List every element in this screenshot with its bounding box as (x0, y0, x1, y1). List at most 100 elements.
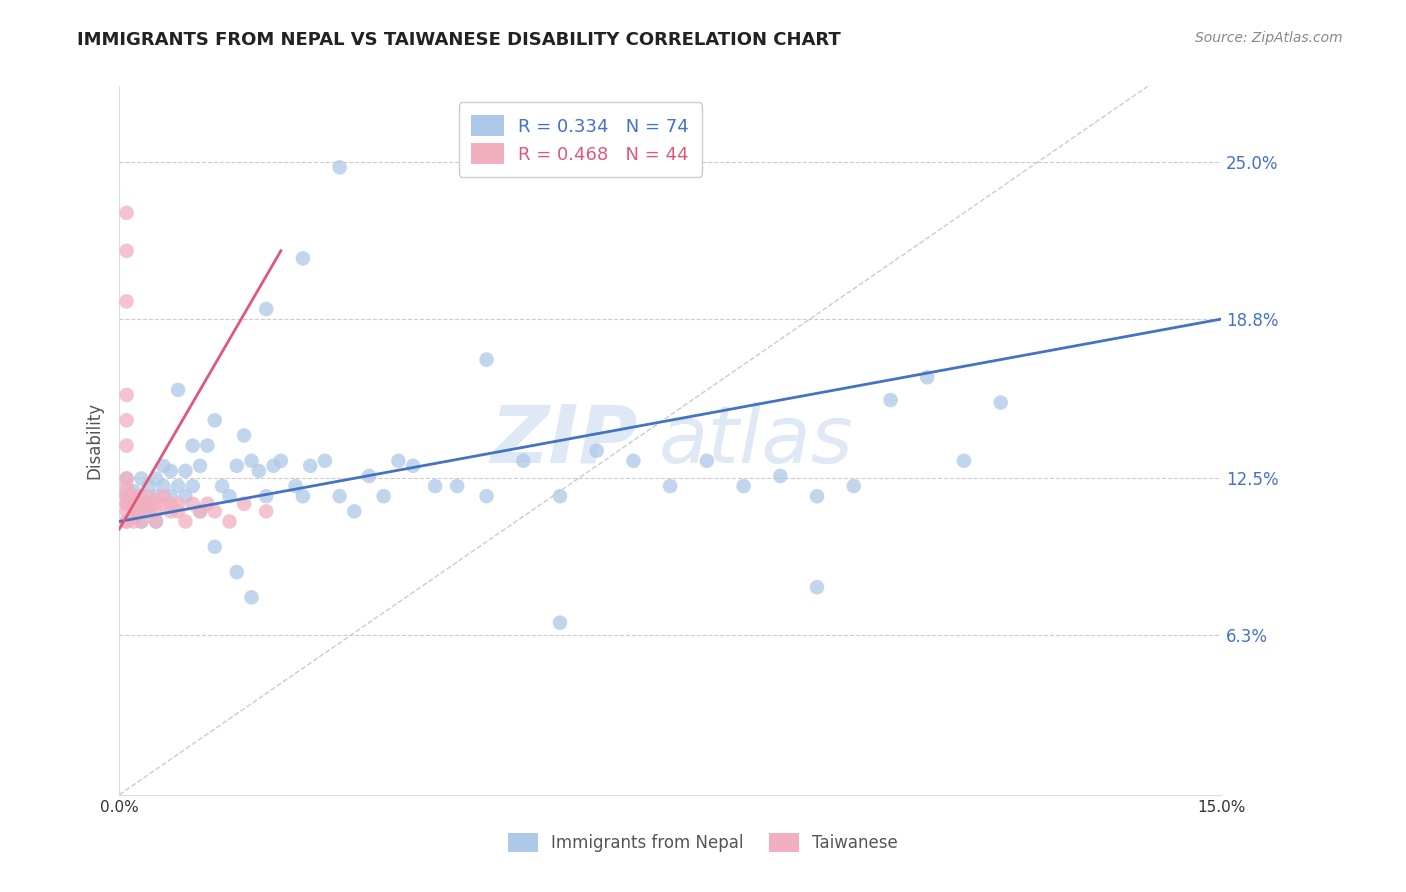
Point (122, 484, 145, 499)
Point (254, 489, 277, 503)
Point (131, 471, 153, 485)
Point (387, 454, 409, 468)
Point (138, 504, 160, 518)
Point (122, 489, 145, 503)
Point (733, 479, 755, 493)
Point (181, 479, 204, 493)
Point (225, 458, 247, 473)
Point (204, 540, 226, 554)
Point (159, 504, 181, 518)
Point (475, 489, 498, 503)
Point (145, 515, 167, 529)
Point (548, 489, 571, 503)
Point (329, 489, 352, 503)
Legend: R = 0.334   N = 74, R = 0.468   N = 44: R = 0.334 N = 74, R = 0.468 N = 44 (458, 103, 702, 177)
Point (115, 479, 138, 493)
Point (145, 515, 167, 529)
Point (233, 497, 256, 511)
Point (953, 454, 976, 468)
Point (240, 591, 263, 605)
Point (806, 580, 828, 594)
Point (159, 489, 181, 503)
Point (329, 161, 352, 175)
Point (512, 454, 534, 468)
Point (218, 489, 240, 503)
Point (115, 413, 138, 427)
Point (167, 383, 190, 397)
Point (842, 479, 865, 493)
Point (218, 515, 240, 529)
Point (188, 504, 211, 518)
Point (115, 515, 138, 529)
Point (357, 469, 380, 483)
Point (122, 504, 145, 518)
Point (299, 458, 322, 473)
Text: Source: ZipAtlas.com: Source: ZipAtlas.com (1195, 31, 1343, 45)
Point (115, 206, 138, 220)
Point (115, 515, 138, 529)
Point (402, 458, 425, 473)
Point (122, 515, 145, 529)
Point (254, 504, 277, 518)
Point (152, 458, 174, 473)
Point (138, 497, 160, 511)
Point (122, 497, 145, 511)
Point (167, 497, 190, 511)
Point (291, 252, 314, 266)
Point (623, 454, 645, 468)
Point (423, 479, 446, 493)
Point (446, 479, 468, 493)
Point (131, 497, 153, 511)
Point (145, 504, 167, 518)
Point (188, 458, 211, 473)
Point (659, 479, 682, 493)
Point (475, 352, 498, 367)
Point (769, 469, 792, 483)
Point (152, 497, 174, 511)
Point (152, 489, 174, 503)
Point (233, 428, 256, 442)
Point (115, 489, 138, 503)
Point (373, 489, 395, 503)
Point (181, 439, 204, 453)
Point (131, 515, 153, 529)
Point (131, 497, 153, 511)
Point (225, 565, 247, 579)
Point (122, 509, 145, 524)
Point (145, 471, 167, 485)
Point (240, 454, 263, 468)
Point (152, 479, 174, 493)
Point (270, 454, 292, 468)
Point (115, 471, 138, 485)
Point (122, 504, 145, 518)
Point (174, 464, 197, 478)
Point (145, 489, 167, 503)
Point (138, 504, 160, 518)
Point (197, 497, 219, 511)
Point (181, 497, 204, 511)
Point (115, 439, 138, 453)
Point (174, 489, 197, 503)
Point (585, 443, 607, 458)
Point (204, 413, 226, 427)
Y-axis label: Disability: Disability (86, 402, 103, 479)
Point (138, 479, 160, 493)
Point (204, 504, 226, 518)
Point (254, 301, 277, 316)
Point (115, 388, 138, 402)
Point (115, 484, 138, 499)
Point (159, 497, 181, 511)
Point (696, 454, 718, 468)
Point (291, 489, 314, 503)
Point (314, 454, 336, 468)
Point (197, 439, 219, 453)
Text: IMMIGRANTS FROM NEPAL VS TAIWANESE DISABILITY CORRELATION CHART: IMMIGRANTS FROM NEPAL VS TAIWANESE DISAB… (77, 31, 841, 49)
Point (167, 479, 190, 493)
Point (284, 479, 307, 493)
Point (167, 504, 190, 518)
Point (145, 497, 167, 511)
Point (247, 464, 270, 478)
Point (159, 464, 181, 478)
Point (263, 458, 285, 473)
Text: ZIP: ZIP (489, 401, 637, 480)
